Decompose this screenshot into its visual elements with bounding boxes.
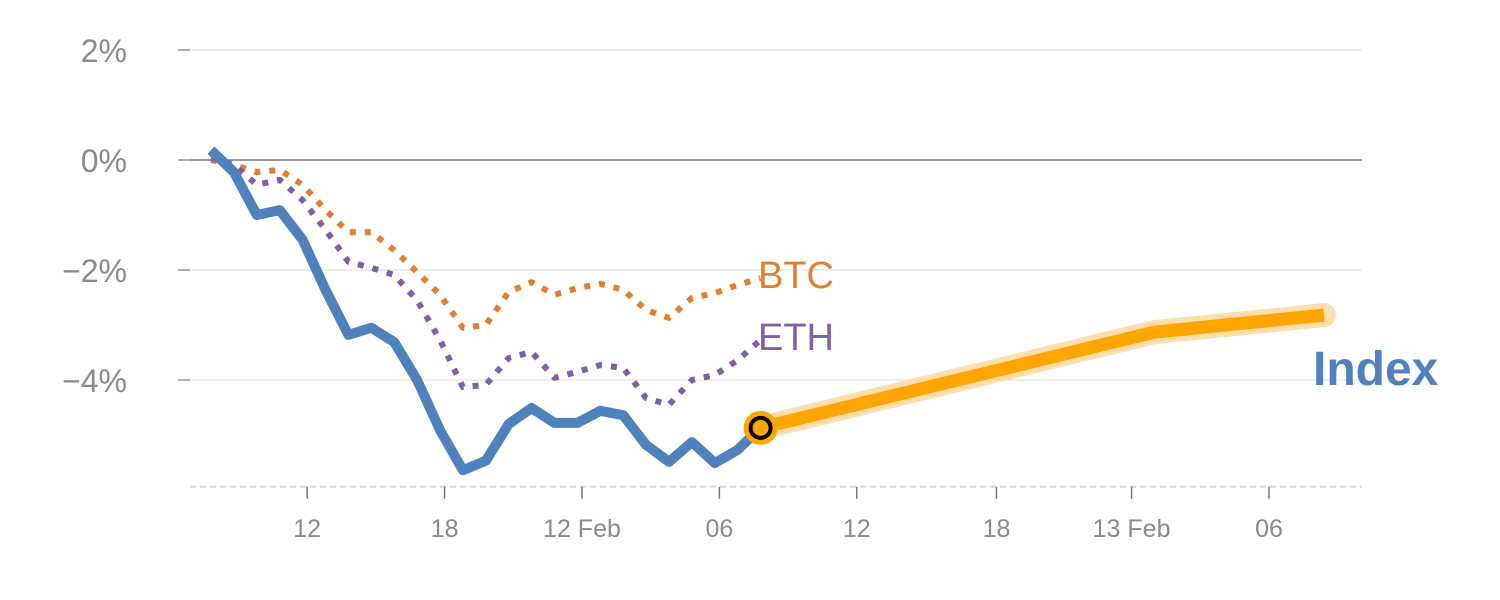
- x-tick-label: 12 Feb: [543, 515, 621, 543]
- x-tick-label: 06: [1255, 515, 1283, 543]
- y-axis: 2% 0% −2% −4%: [62, 33, 190, 399]
- series-lines: [207, 146, 1336, 476]
- series-label-index: Index: [1313, 343, 1439, 396]
- series-index-forecast: [759, 308, 1325, 435]
- series-label-btc: BTC: [758, 255, 834, 297]
- y-tick-label: 0%: [81, 143, 127, 179]
- x-tick-label: 12: [293, 515, 321, 543]
- x-tick-label: 18: [983, 515, 1011, 543]
- x-tick-label: 06: [705, 515, 733, 543]
- x-tick-label: 13 Feb: [1093, 515, 1171, 543]
- x-axis: 12 18 12 Feb 06 12 18 13 Feb 06: [293, 486, 1283, 543]
- y-tick-label: −2%: [62, 253, 127, 289]
- x-tick-label: 18: [431, 515, 459, 543]
- current-point-marker: [748, 415, 773, 440]
- series-label-eth: ETH: [758, 317, 834, 359]
- y-tick-label: −4%: [62, 363, 127, 399]
- series-btc: [210, 157, 762, 331]
- series-index: [207, 146, 765, 476]
- x-tick-label: 12: [843, 515, 871, 543]
- y-tick-label: 2%: [81, 33, 127, 69]
- gridlines: [190, 49, 1362, 488]
- series-eth: [210, 154, 763, 408]
